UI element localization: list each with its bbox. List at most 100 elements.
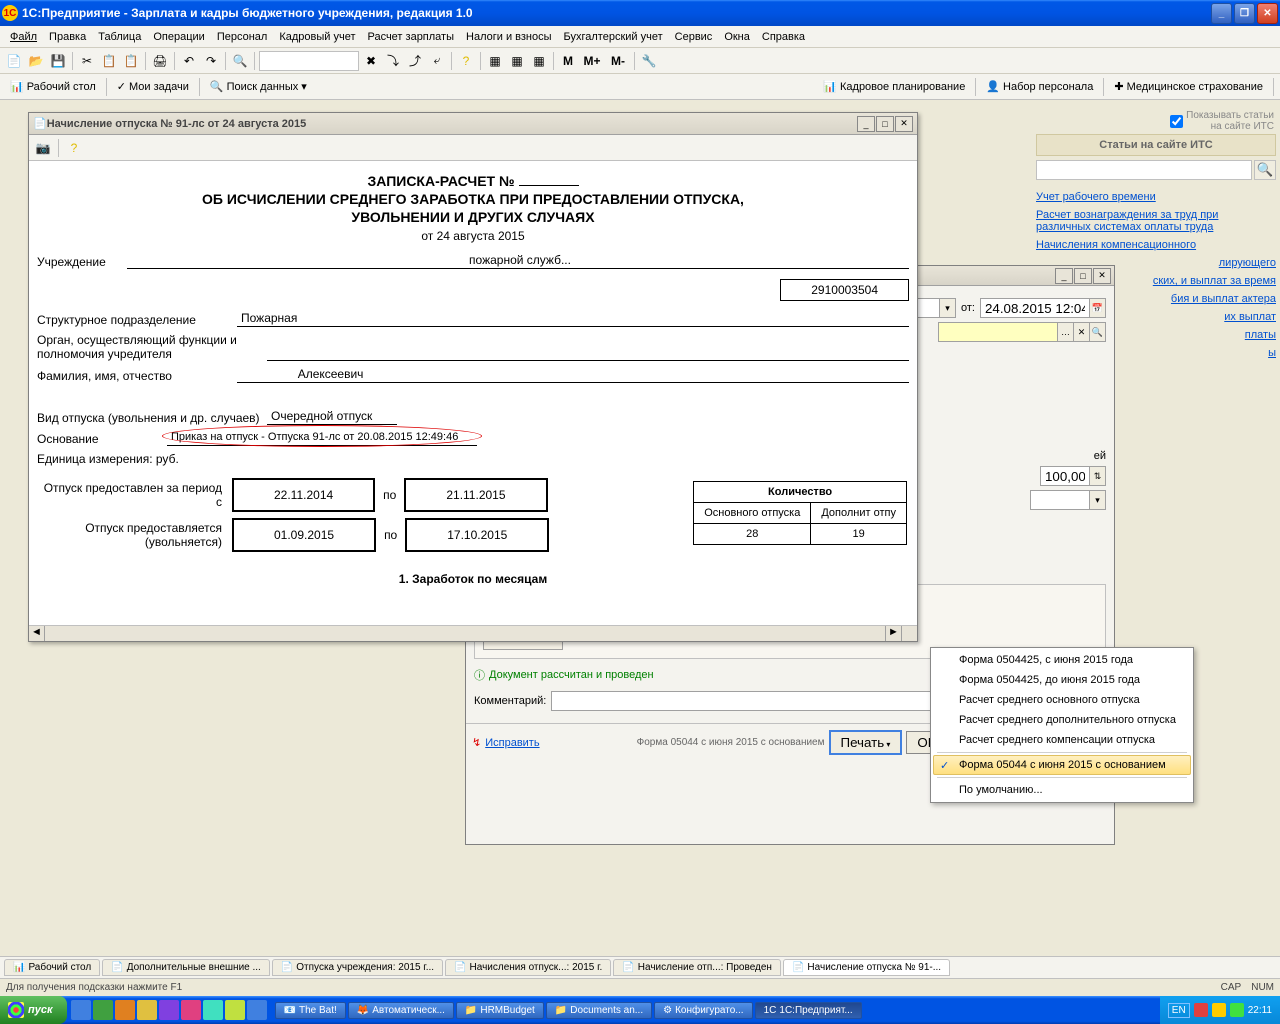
date-picker-icon[interactable]: 📅 [1090, 298, 1106, 318]
task-hrm[interactable]: 📁 HRMBudget [456, 1002, 544, 1019]
m-button[interactable]: M [558, 51, 578, 71]
doc-minimize-button[interactable]: _ [857, 116, 875, 132]
tool-icon[interactable]: 🔧 [639, 51, 659, 71]
wtab-accrual-done[interactable]: 📄 Начисление отп...: Проведен [613, 959, 781, 976]
stepout-icon[interactable]: ⤶ [427, 51, 447, 71]
ql-icon-6[interactable] [181, 1000, 201, 1020]
menu-file[interactable]: Файл [4, 29, 43, 45]
clear1-icon[interactable]: ✕ [1074, 322, 1090, 342]
doc-maximize-button[interactable]: □ [876, 116, 894, 132]
med-tab[interactable]: ✚ Медицинское страхование [1108, 77, 1269, 96]
doc-hscrollbar[interactable]: ◄ ► [29, 625, 917, 641]
start-button[interactable]: пуск [0, 996, 67, 1024]
zoom-dropdown[interactable] [259, 51, 359, 71]
menu-personnel[interactable]: Персонал [211, 29, 274, 45]
help-icon[interactable]: ? [456, 51, 476, 71]
ql-icon-4[interactable] [137, 1000, 157, 1020]
doc-help-icon[interactable]: ? [64, 138, 84, 158]
close-button[interactable]: ✕ [1257, 3, 1278, 24]
camera-icon[interactable]: 📷 [33, 138, 53, 158]
menu-service[interactable]: Сервис [669, 29, 719, 45]
its-link-1[interactable]: Учет рабочего времени [1036, 188, 1276, 206]
paste-icon[interactable]: 📋 [121, 51, 141, 71]
ctx-form-05044-basis[interactable]: Форма 05044 с июня 2015 с основанием [933, 755, 1191, 775]
new-icon[interactable]: 📄 [4, 51, 24, 71]
its-link-2[interactable]: Расчет вознаграждения за труд при различ… [1036, 206, 1276, 236]
task-auto[interactable]: 🦊 Автоматическ... [348, 1002, 454, 1019]
find-icon[interactable]: 🔍 [230, 51, 250, 71]
ctx-calc-main-leave[interactable]: Расчет среднего основного отпуска [933, 690, 1191, 710]
hrplan-tab[interactable]: 📊 Кадровое планирование [817, 77, 971, 96]
desktop-tab[interactable]: 📊 Рабочий стол [4, 77, 102, 96]
menu-windows[interactable]: Окна [718, 29, 756, 45]
bg-close-button[interactable]: ✕ [1093, 268, 1111, 284]
its-link-3[interactable]: Начисления компенсационного [1036, 236, 1276, 254]
its-search-input[interactable] [1036, 160, 1252, 180]
mplus-button[interactable]: M+ [580, 51, 604, 71]
task-1c[interactable]: 1C 1С:Предприят... [755, 1002, 862, 1019]
stepover-icon[interactable]: ⤵ [383, 51, 403, 71]
ql-icon-1[interactable] [71, 1000, 91, 1020]
ql-icon-5[interactable] [159, 1000, 179, 1020]
menu-taxes[interactable]: Налоги и взносы [460, 29, 558, 45]
calc2-icon[interactable]: ▦ [507, 51, 527, 71]
calc1-icon[interactable]: ▦ [485, 51, 505, 71]
ctx-form-0504425-from-june[interactable]: Форма 0504425, с июня 2015 года [933, 650, 1191, 670]
undo-icon[interactable]: ↶ [179, 51, 199, 71]
fix-icon[interactable]: ↯ [472, 736, 481, 749]
ctx-calc-additional-leave[interactable]: Расчет среднего дополнительного отпуска [933, 710, 1191, 730]
menu-operations[interactable]: Операции [147, 29, 210, 45]
redo-icon[interactable]: ↷ [201, 51, 221, 71]
fix-link[interactable]: Исправить [485, 737, 539, 749]
its-search-button[interactable]: 🔍 [1254, 160, 1276, 180]
ql-icon-3[interactable] [115, 1000, 135, 1020]
empty-input[interactable] [1030, 490, 1090, 510]
save-icon[interactable]: 💾 [48, 51, 68, 71]
menu-salary[interactable]: Расчет зарплаты [361, 29, 460, 45]
tasks-tab[interactable]: ✓ Мои задачи [111, 77, 195, 96]
wtab-external[interactable]: 📄 Дополнительные внешние ... [102, 959, 270, 976]
mminus-button[interactable]: M- [606, 51, 630, 71]
tray-clock[interactable]: 22:11 [1248, 1005, 1272, 1016]
menu-edit[interactable]: Правка [43, 29, 92, 45]
bg-minimize-button[interactable]: _ [1055, 268, 1073, 284]
stepinto-icon[interactable]: ⤴ [405, 51, 425, 71]
ql-icon-9[interactable] [247, 1000, 267, 1020]
wtab-accrual-91[interactable]: 📄 Начисление отпуска № 91-... [783, 959, 950, 976]
tray-icon-2[interactable] [1212, 1003, 1226, 1017]
ctx-calc-compensation[interactable]: Расчет среднего компенсации отпуска [933, 730, 1191, 750]
bg-maximize-button[interactable]: □ [1074, 268, 1092, 284]
date-input[interactable] [980, 298, 1090, 318]
ctx-default[interactable]: По умолчанию... [933, 780, 1191, 800]
recruit-tab[interactable]: 👤 Набор персонала [980, 77, 1099, 96]
spin-up-icon[interactable]: ⇅ [1090, 466, 1106, 486]
open1-icon[interactable]: 🔍 [1090, 322, 1106, 342]
copy-icon[interactable]: 📋 [99, 51, 119, 71]
print-icon[interactable]: 🖨 [150, 51, 170, 71]
task-config[interactable]: ⚙ Конфигурато... [654, 1002, 753, 1019]
menu-help[interactable]: Справка [756, 29, 811, 45]
maximize-button[interactable]: ❐ [1234, 3, 1255, 24]
tray-icon-3[interactable] [1230, 1003, 1244, 1017]
show-articles-check[interactable]: Показывать статьи на сайте ИТС [1036, 108, 1276, 134]
wtab-accruals[interactable]: 📄 Начисления отпуск...: 2015 г. [445, 959, 611, 976]
wtab-leaves[interactable]: 📄 Отпуска учреждения: 2015 г... [272, 959, 443, 976]
cut-icon[interactable]: ✂ [77, 51, 97, 71]
ql-icon-2[interactable] [93, 1000, 113, 1020]
open-icon[interactable]: 📂 [26, 51, 46, 71]
ql-icon-7[interactable] [203, 1000, 223, 1020]
menu-accounting[interactable]: Бухгалтерский учет [558, 29, 669, 45]
ql-icon-8[interactable] [225, 1000, 245, 1020]
doc-close-button[interactable]: ✕ [895, 116, 913, 132]
sel1-icon[interactable]: … [1058, 322, 1074, 342]
task-thebat[interactable]: 📧 The Bat! [275, 1002, 346, 1019]
ctx-form-0504425-before-june[interactable]: Форма 0504425, до июня 2015 года [933, 670, 1191, 690]
print-button[interactable]: Печать [829, 730, 903, 755]
tray-lang[interactable]: EN [1168, 1003, 1190, 1018]
menu-table[interactable]: Таблица [92, 29, 147, 45]
calc3-icon[interactable]: ▦ [529, 51, 549, 71]
num-input[interactable] [1040, 466, 1090, 486]
stop-icon[interactable]: ✖ [361, 51, 381, 71]
minimize-button[interactable]: _ [1211, 3, 1232, 24]
menu-hr[interactable]: Кадровый учет [273, 29, 361, 45]
